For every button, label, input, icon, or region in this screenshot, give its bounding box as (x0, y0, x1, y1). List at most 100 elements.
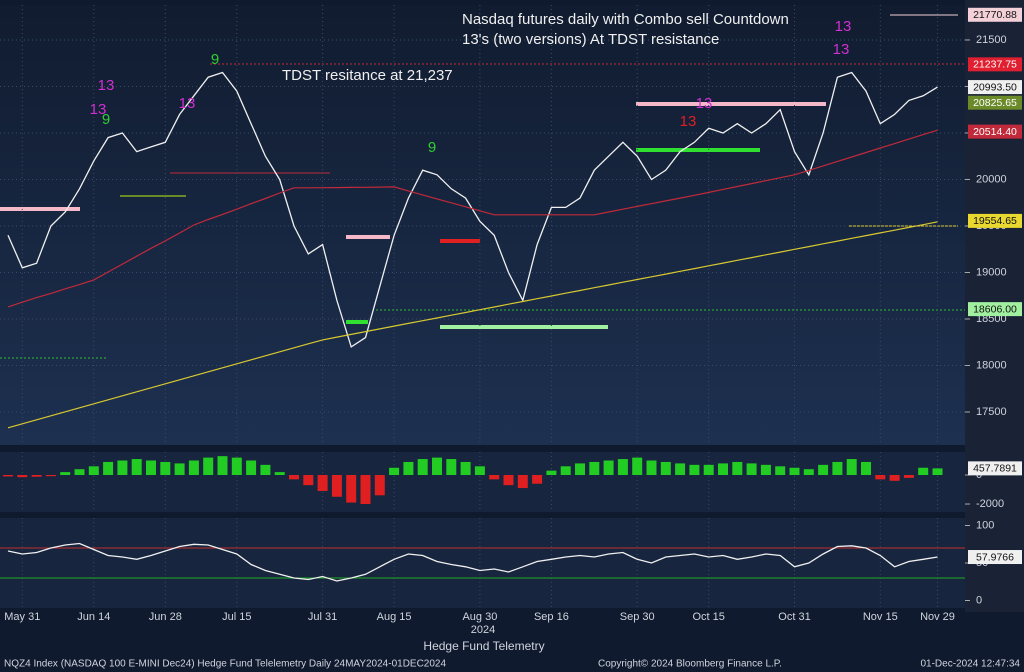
bar (317, 475, 328, 491)
bar (617, 459, 628, 476)
bar (646, 460, 657, 476)
y-tick-label: 17500 (976, 406, 1007, 418)
bar (718, 463, 728, 476)
series-line (7, 71, 938, 348)
x-tick-label: Jul 31 (308, 611, 337, 623)
x-tick-label: Sep 30 (620, 611, 655, 623)
bar (45, 475, 56, 477)
bar (832, 461, 843, 476)
bar (331, 475, 342, 497)
price-marker-label: 57.9766 (976, 551, 1014, 563)
price-marker (968, 57, 1022, 72)
bar (117, 460, 128, 476)
count-label: 13 (833, 41, 850, 58)
price-marker (968, 213, 1022, 228)
y-tick-label: -2000 (976, 498, 1004, 510)
bar (675, 463, 686, 476)
bar (861, 461, 871, 476)
bar (489, 475, 500, 480)
annotation: Nasdaq futures daily with Combo sell Cou… (462, 11, 789, 28)
bar (188, 460, 199, 476)
y-tick-label: 19000 (976, 266, 1007, 278)
count-label: 13 (680, 113, 697, 130)
bar (174, 463, 185, 476)
footer-center: Hedge Fund Telemetry (423, 639, 544, 653)
bar (575, 463, 585, 476)
bar (732, 461, 743, 476)
count-label: 13 (835, 18, 852, 35)
x-tick-label: Aug 30 (462, 611, 497, 623)
bar (689, 464, 700, 476)
series-line (7, 221, 938, 429)
bar (103, 461, 114, 476)
x-tick-label: Sep 16 (534, 611, 569, 623)
bar (389, 467, 400, 476)
bar (660, 461, 671, 476)
price-marker (968, 7, 1022, 22)
bar (517, 475, 528, 489)
bar (932, 468, 943, 476)
bar (918, 467, 929, 476)
bar (303, 475, 314, 486)
price-marker (968, 302, 1022, 317)
oscillator-panel (0, 518, 965, 608)
tdst-lines (0, 14, 965, 359)
bar (603, 460, 614, 476)
x-axis-year: 2024 (471, 624, 495, 636)
bar (403, 461, 414, 476)
count-label: 13 (696, 95, 713, 112)
x-tick-label: Jul 15 (222, 611, 251, 623)
price-panel (0, 5, 965, 445)
bar (818, 464, 829, 476)
price-marker-label: 21770.88 (973, 9, 1017, 21)
bar (875, 475, 886, 480)
x-tick-label: Oct 31 (778, 611, 810, 623)
bar (474, 466, 485, 476)
annotation: TDST resitance at 21,237 (282, 67, 453, 84)
price-marker-label: 457.7891 (973, 463, 1017, 475)
x-tick-label: May 31 (4, 611, 40, 623)
count-label: 13 (98, 77, 115, 94)
bar (775, 466, 786, 476)
y-tick-label: 100 (976, 519, 994, 531)
series-line (7, 542, 938, 582)
bar (760, 464, 771, 476)
bar (589, 461, 600, 476)
bar (560, 466, 571, 476)
annotation: 13's (two versions) At TDST resistance (462, 31, 719, 48)
count-label: 13 (90, 101, 107, 118)
bar (532, 475, 543, 484)
bar (417, 459, 428, 476)
bar (274, 472, 285, 476)
price-marker-label: 20514.40 (973, 126, 1017, 138)
x-tick-label: Jun 28 (149, 611, 182, 623)
bar (432, 457, 442, 476)
bar (246, 460, 257, 476)
bar (803, 469, 814, 476)
bar (74, 469, 85, 476)
bar (846, 459, 857, 476)
bar (374, 475, 385, 496)
bar (31, 475, 42, 477)
price-marker-label: 20825.65 (973, 97, 1017, 109)
bar (903, 475, 914, 478)
bar (231, 457, 242, 476)
bar (546, 470, 557, 476)
x-tick-label: Jun 14 (77, 611, 110, 623)
bar (503, 475, 514, 486)
bar (632, 457, 643, 476)
footer-date: 01-Dec-2024 12:47:34 (920, 659, 1020, 670)
x-tick-label: Nov 15 (863, 611, 898, 623)
bar (289, 475, 299, 480)
price-marker-label: 19554.65 (973, 215, 1017, 227)
bar (703, 464, 714, 476)
x-tick-label: Nov 29 (920, 611, 955, 623)
price-marker (968, 80, 1022, 95)
histogram-panel (0, 452, 965, 512)
bar (360, 475, 371, 505)
footer-copyright: Copyright© 2024 Bloomberg Finance L.P. (598, 659, 782, 670)
x-tick-label: Oct 15 (692, 611, 724, 623)
bar (446, 459, 457, 476)
count-label: 9 (428, 139, 436, 156)
